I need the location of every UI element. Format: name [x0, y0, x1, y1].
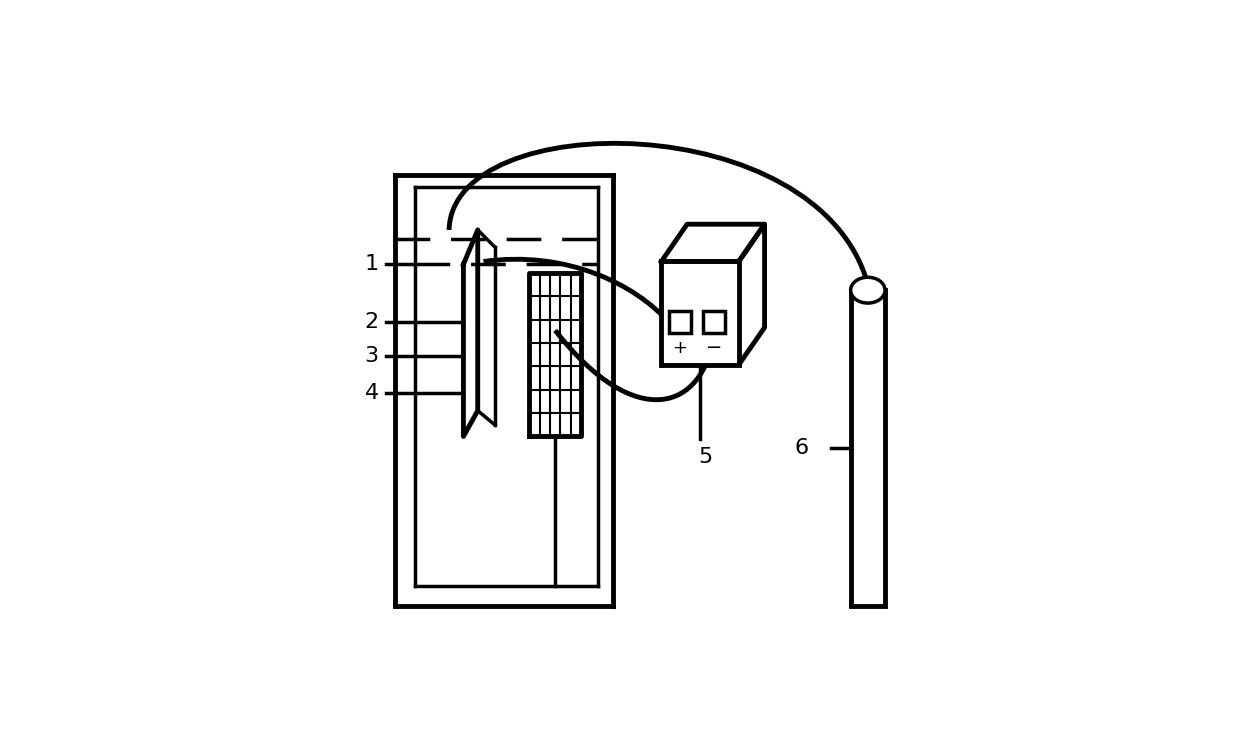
Text: +: + — [672, 338, 687, 357]
Text: 6: 6 — [795, 438, 808, 458]
Text: 2: 2 — [365, 311, 378, 332]
Polygon shape — [739, 224, 765, 365]
Bar — [661, 261, 739, 365]
Bar — [668, 311, 691, 333]
Text: 5: 5 — [698, 446, 713, 466]
Polygon shape — [661, 224, 765, 261]
Bar — [703, 311, 725, 333]
Text: 3: 3 — [365, 346, 378, 366]
Ellipse shape — [851, 277, 885, 303]
Text: −: − — [706, 338, 722, 357]
Text: 4: 4 — [365, 384, 378, 404]
Bar — [851, 290, 885, 606]
Text: 1: 1 — [365, 254, 378, 274]
